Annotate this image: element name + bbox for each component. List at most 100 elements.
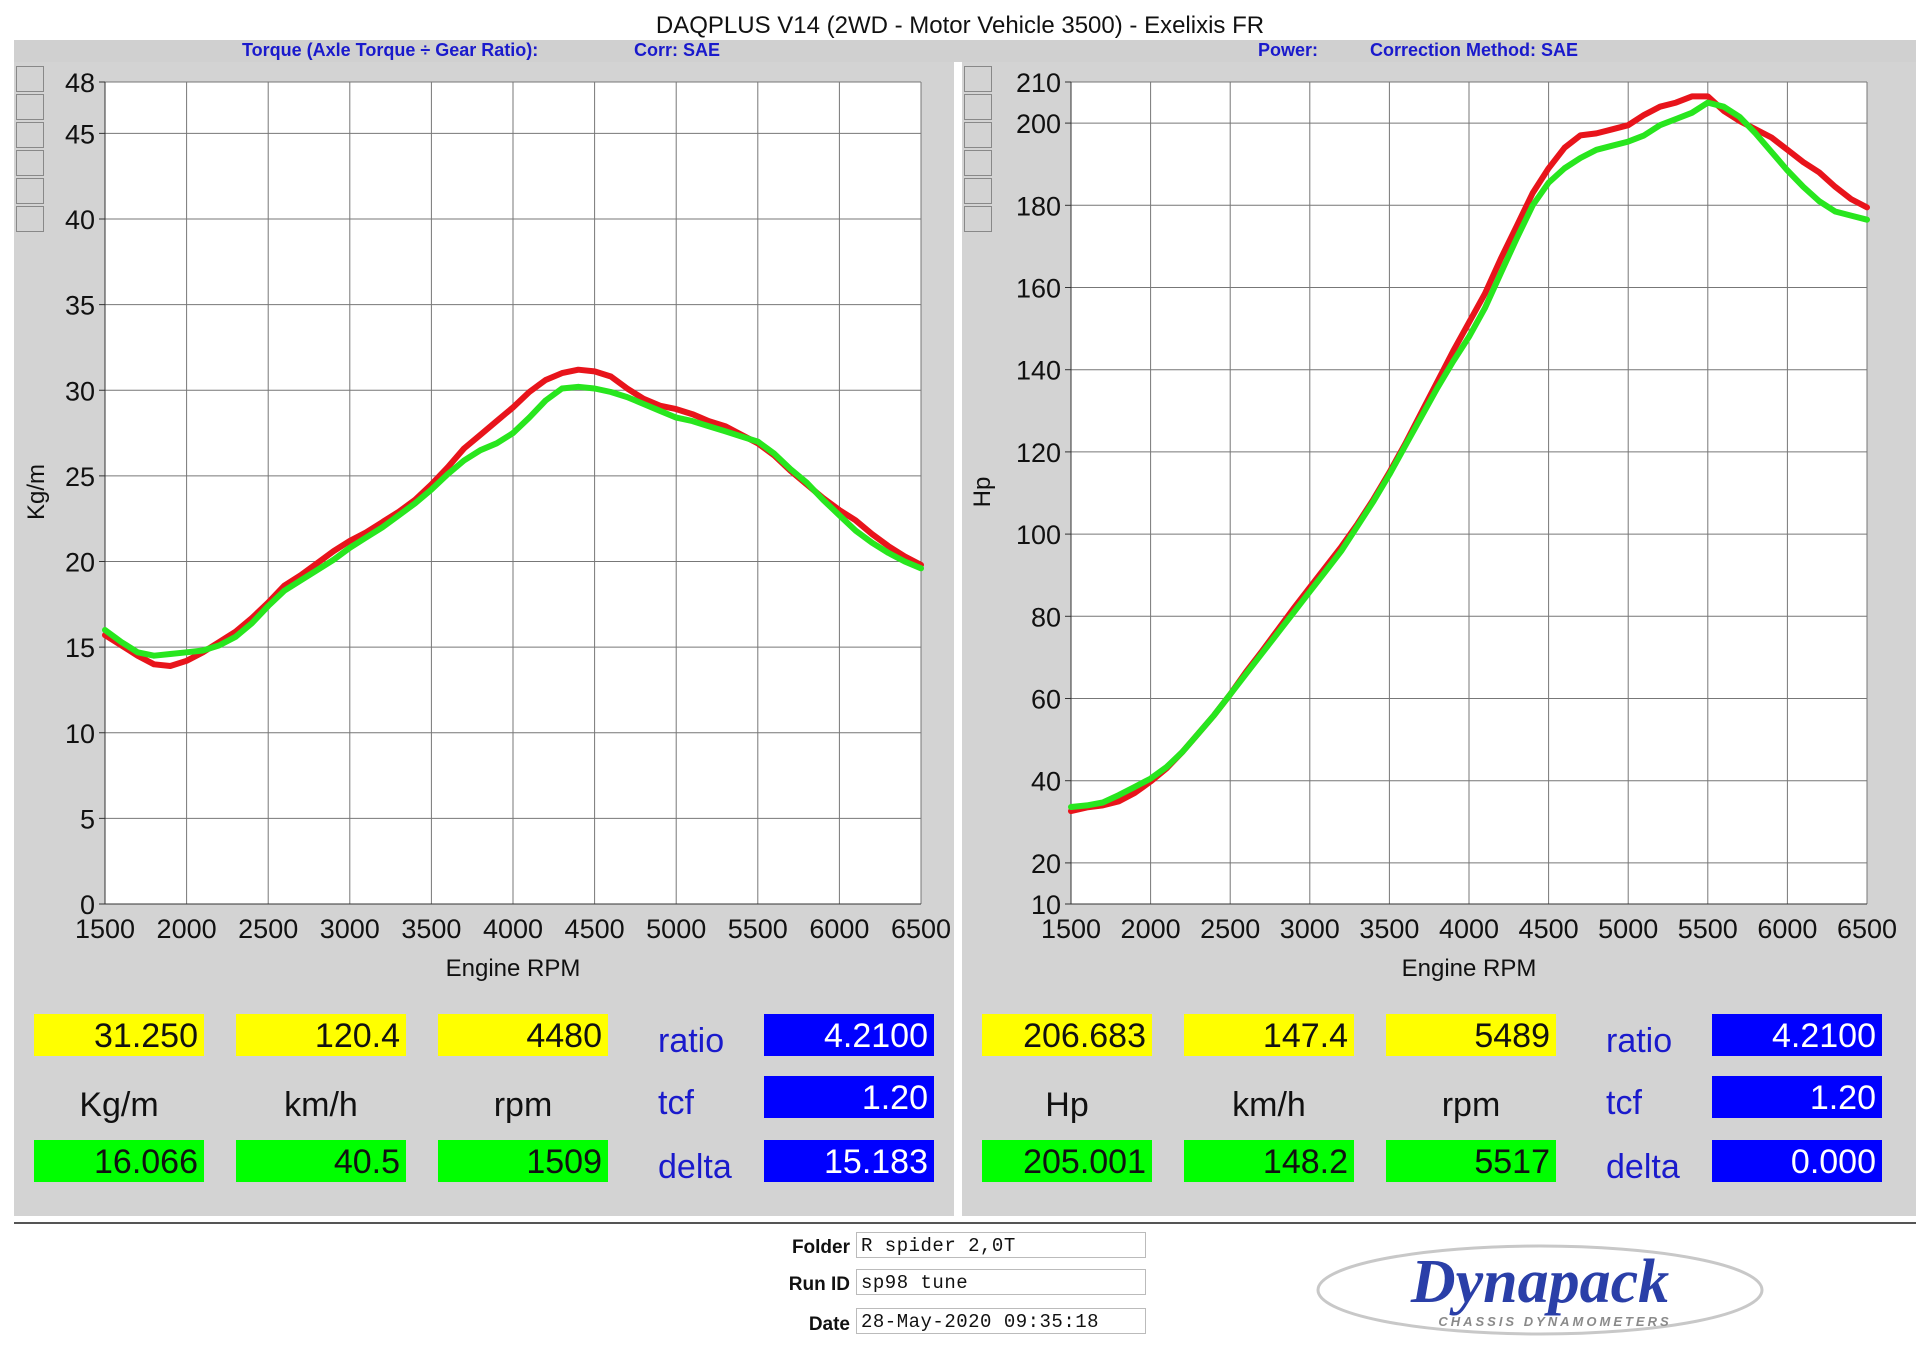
dynapack-logo: Dynapack CHASSIS DYNAMOMETERS bbox=[1310, 1232, 1770, 1342]
header-band bbox=[14, 40, 1916, 62]
x-tick-label: 6000 bbox=[809, 914, 869, 944]
logo-tagline: CHASSIS DYNAMOMETERS bbox=[1438, 1314, 1671, 1329]
speed-unit: km/h bbox=[284, 1086, 358, 1124]
y-tick-label: 48 bbox=[65, 68, 95, 98]
tcf-value: 1.20 bbox=[764, 1076, 934, 1118]
speed-ref-value: 40.5 bbox=[236, 1140, 406, 1182]
y-tick-label: 120 bbox=[1016, 438, 1061, 468]
power-chart: 1500 2000 2500 3000 3500 4000 4500 5000 5500 6000… bbox=[969, 68, 1897, 982]
date-field[interactable]: 28-May-2020 09:35:18 bbox=[856, 1308, 1146, 1334]
x-axis-label: Engine RPM bbox=[446, 955, 581, 982]
logo-graphic: Dynapack CHASSIS DYNAMOMETERS bbox=[1316, 1244, 1764, 1336]
swatch-green[interactable] bbox=[964, 94, 992, 120]
ratio-label: ratio bbox=[658, 1022, 725, 1060]
rpm-ref-value: 1509 bbox=[438, 1140, 608, 1182]
torque-ref-value: 16.066 bbox=[34, 1140, 204, 1182]
folder-label: Folder bbox=[791, 1237, 850, 1258]
speed-cursor-value: 147.4 bbox=[1184, 1014, 1354, 1056]
torque-panel: 1500 2000 2500 3000 3500 4000 4500 5000 5500 6000… bbox=[14, 62, 954, 996]
y-tick-label: 180 bbox=[1016, 191, 1061, 221]
swatch-cyan[interactable] bbox=[964, 178, 992, 204]
swatch-red[interactable] bbox=[964, 66, 992, 92]
power-panel: 1500 2000 2500 3000 3500 4000 4500 5000 5500 6000… bbox=[962, 62, 1916, 996]
x-tick-label: 2500 bbox=[1200, 914, 1260, 944]
y-tick-label: 40 bbox=[1031, 767, 1061, 797]
y-axis-label: Kg/m bbox=[23, 464, 50, 520]
y-tick-label: 35 bbox=[65, 291, 95, 321]
series-line-green bbox=[1068, 99, 1870, 810]
speed-ref-value: 148.2 bbox=[1184, 1140, 1354, 1182]
x-tick-label: 6500 bbox=[1837, 914, 1897, 944]
run-id-field[interactable]: sp98 tune bbox=[856, 1269, 1146, 1295]
y-tick-label: 15 bbox=[65, 633, 95, 663]
delta-label: delta bbox=[1606, 1148, 1680, 1186]
x-tick-label: 5000 bbox=[646, 914, 706, 944]
tcf-value: 1.20 bbox=[1712, 1076, 1882, 1118]
x-tick-label: 2500 bbox=[238, 914, 298, 944]
y-tick-label: 25 bbox=[65, 462, 95, 492]
x-tick-label: 3500 bbox=[401, 914, 461, 944]
y-tick-label: 20 bbox=[1031, 849, 1061, 879]
run-id-label: Run ID bbox=[788, 1274, 850, 1295]
swatch-red[interactable] bbox=[16, 66, 44, 92]
rpm-cursor-value: 5489 bbox=[1386, 1014, 1556, 1056]
y-tick-label: 210 bbox=[1016, 68, 1061, 98]
series-line-green bbox=[102, 383, 924, 659]
x-tick-label: 2000 bbox=[1121, 914, 1181, 944]
delta-value: 15.183 bbox=[764, 1140, 934, 1182]
rpm-cursor-value: 4480 bbox=[438, 1014, 608, 1056]
torque-correction-label: Corr: SAE bbox=[634, 40, 721, 60]
power-unit: Hp bbox=[1045, 1086, 1089, 1124]
x-tick-label: 6000 bbox=[1757, 914, 1817, 944]
speed-unit: km/h bbox=[1232, 1086, 1306, 1124]
logo-brand: Dynapack bbox=[1410, 1248, 1669, 1316]
y-tick-label: 5 bbox=[80, 804, 95, 834]
power-cursor-value: 206.683 bbox=[982, 1014, 1152, 1056]
swatch-blue[interactable] bbox=[964, 122, 992, 148]
torque-readout-panel: 31.250 120.4 4480 Kg/m km/h rpm 16.066 4… bbox=[14, 996, 954, 1216]
x-axis-label: Engine RPM bbox=[1402, 955, 1537, 982]
x-tick-label: 4000 bbox=[1439, 914, 1499, 944]
y-tick-label: 80 bbox=[1031, 602, 1061, 632]
y-tick-label: 40 bbox=[65, 205, 95, 235]
y-tick-label: 0 bbox=[80, 890, 95, 920]
rpm-ref-value: 5517 bbox=[1386, 1140, 1556, 1182]
swatch-green[interactable] bbox=[16, 94, 44, 120]
ratio-value: 4.2100 bbox=[764, 1014, 934, 1056]
torque-cursor-value: 31.250 bbox=[34, 1014, 204, 1056]
y-tick-label: 60 bbox=[1031, 685, 1061, 715]
swatch-orange[interactable] bbox=[16, 206, 44, 232]
power-header-label: Power: bbox=[1258, 40, 1319, 60]
x-tick-label: 1500 bbox=[1041, 914, 1101, 944]
y-tick-label: 45 bbox=[65, 119, 95, 149]
x-tick-label: 3000 bbox=[1280, 914, 1340, 944]
swatch-cyan[interactable] bbox=[16, 178, 44, 204]
y-tick-label: 20 bbox=[65, 548, 95, 578]
x-tick-label: 1500 bbox=[75, 914, 135, 944]
date-label: Date bbox=[808, 1314, 850, 1335]
ratio-value: 4.2100 bbox=[1712, 1014, 1882, 1056]
x-tick-label: 5500 bbox=[728, 914, 788, 944]
speed-cursor-value: 120.4 bbox=[236, 1014, 406, 1056]
power-ref-value: 205.001 bbox=[982, 1140, 1152, 1182]
power-correction-label: Correction Method: SAE bbox=[1370, 40, 1579, 60]
divider bbox=[14, 1222, 1916, 1224]
ratio-label: ratio bbox=[1606, 1022, 1673, 1060]
y-tick-label: 200 bbox=[1016, 109, 1061, 139]
torque-header-label: Torque (Axle Torque ÷ Gear Ratio): bbox=[242, 40, 539, 60]
x-tick-label: 4500 bbox=[565, 914, 625, 944]
y-axis-label: Hp bbox=[969, 477, 996, 508]
swatch-magenta[interactable] bbox=[964, 150, 992, 176]
tcf-label: tcf bbox=[1606, 1084, 1642, 1122]
torque-unit: Kg/m bbox=[79, 1086, 159, 1124]
delta-value: 0.000 bbox=[1712, 1140, 1882, 1182]
swatch-orange[interactable] bbox=[964, 206, 992, 232]
swatch-magenta[interactable] bbox=[16, 150, 44, 176]
y-tick-label: 10 bbox=[1031, 890, 1061, 920]
folder-field[interactable]: R spider 2,0T bbox=[856, 1232, 1146, 1258]
swatch-blue[interactable] bbox=[16, 122, 44, 148]
y-tick-label: 30 bbox=[65, 376, 95, 406]
rpm-unit: rpm bbox=[1441, 1086, 1501, 1124]
x-tick-label: 5000 bbox=[1598, 914, 1658, 944]
x-tick-label: 4500 bbox=[1519, 914, 1579, 944]
